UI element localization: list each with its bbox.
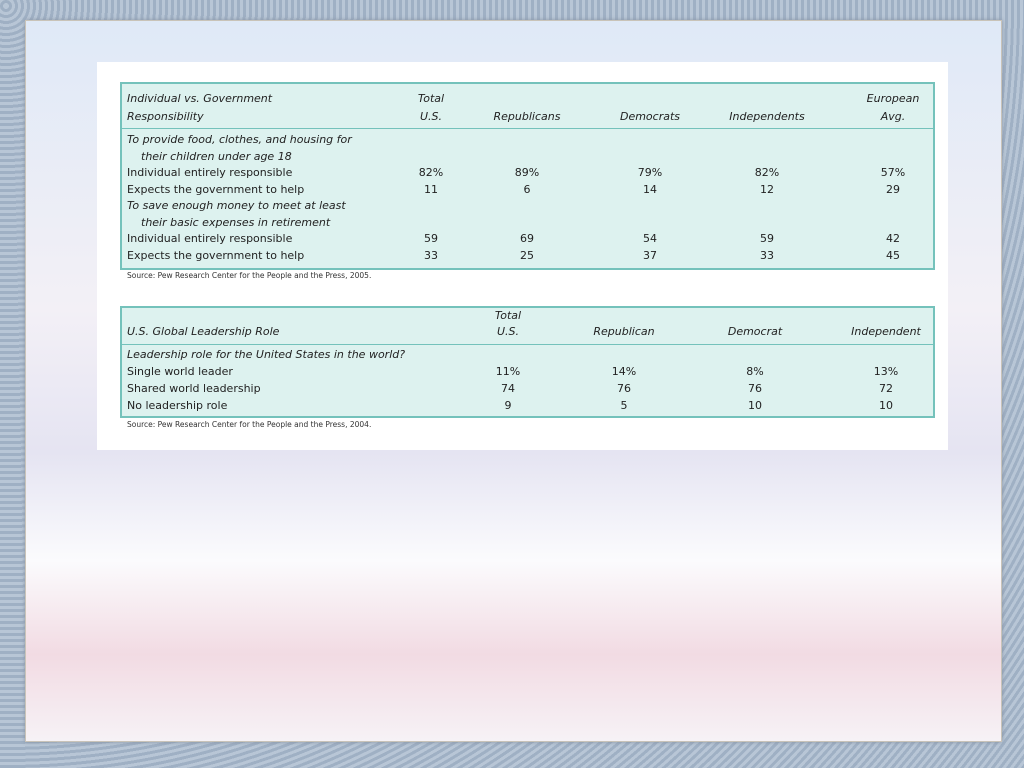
row-label: Individual entirely responsible — [127, 166, 293, 179]
cell: 76 — [748, 382, 762, 395]
cell: 57% — [880, 166, 906, 179]
cell: 42 — [886, 232, 900, 245]
cell: 11 — [424, 182, 438, 196]
source-note: Source: Pew Research Center for the Peop… — [127, 271, 372, 280]
cell: 13% — [873, 365, 899, 378]
column-header: Avg. — [880, 110, 906, 123]
column-header: Independent — [851, 325, 921, 338]
cell: 12 — [760, 182, 774, 196]
cell: 54 — [643, 232, 657, 245]
cell: 69 — [520, 232, 534, 245]
cell: 33 — [760, 248, 774, 262]
cell: 89% — [514, 166, 540, 179]
column-header: Total — [417, 92, 445, 105]
cell: 82% — [754, 166, 780, 179]
column-header: Individual vs. Government — [127, 92, 273, 105]
cell: 45 — [886, 248, 900, 262]
cell: 5 — [620, 399, 628, 412]
header-divider — [120, 128, 935, 129]
column-header: Democrat — [727, 325, 783, 338]
cell: 37 — [643, 248, 657, 262]
cell: 10 — [879, 399, 893, 412]
cell: 59 — [760, 232, 774, 245]
column-header: Republican — [593, 325, 655, 338]
section-label: To save enough money to meet at least — [127, 199, 346, 212]
cell: 11% — [495, 365, 521, 378]
row-label: Shared world leadership — [127, 382, 261, 395]
cell: 82% — [418, 166, 444, 179]
cell: 10 — [748, 399, 762, 412]
cell: 79% — [637, 166, 663, 179]
cell: 6 — [523, 182, 531, 196]
row-label: No leadership role — [127, 399, 228, 412]
cell: 76 — [617, 382, 631, 395]
header-divider — [120, 344, 935, 345]
column-header: U.S. Global Leadership Role — [127, 325, 280, 338]
cell: 59 — [424, 232, 438, 245]
column-header: Responsibility — [127, 110, 204, 123]
table-box — [120, 82, 935, 270]
section-label: To provide food, clothes, and housing fo… — [127, 133, 352, 146]
column-header: Total — [494, 309, 522, 322]
section-label: their basic expenses in retirement — [141, 215, 331, 229]
source-note: Source: Pew Research Center for the Peop… — [127, 420, 372, 429]
row-label: Expects the government to help — [127, 182, 305, 196]
column-header: Independents — [729, 110, 805, 123]
column-header: Republicans — [493, 110, 561, 123]
row-label: Expects the government to help — [127, 248, 305, 262]
column-header: U.S. — [419, 110, 443, 123]
column-header: Democrats — [619, 110, 681, 123]
cell: 14 — [643, 182, 657, 196]
section-label: their children under age 18 — [141, 149, 292, 163]
cell: 74 — [501, 382, 515, 395]
column-header: U.S. — [496, 325, 520, 338]
cell: 25 — [520, 248, 534, 262]
column-header: European — [866, 92, 920, 105]
row-label: Single world leader — [127, 365, 233, 378]
cell: 9 — [504, 399, 512, 412]
cell: 72 — [879, 382, 893, 395]
section-label: Leadership role for the United States in… — [127, 348, 406, 361]
row-label: Individual entirely responsible — [127, 232, 293, 245]
table-box — [120, 306, 935, 418]
cell: 33 — [424, 248, 438, 262]
cell: 29 — [886, 182, 900, 196]
cell: 8% — [746, 365, 764, 378]
cell: 14% — [611, 365, 637, 378]
